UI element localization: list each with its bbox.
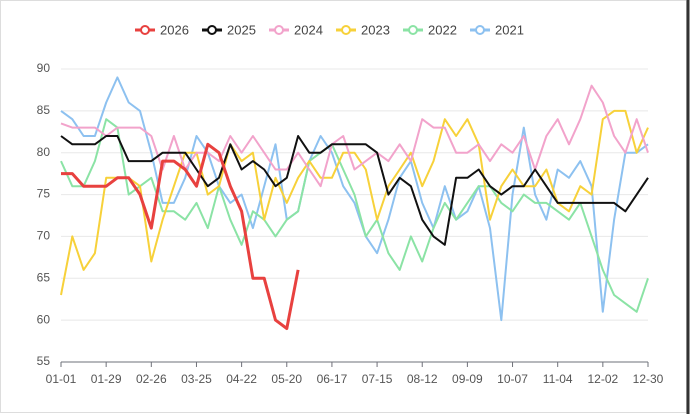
y-tick-label: 80 xyxy=(37,145,51,159)
y-tick-label: 70 xyxy=(37,229,51,243)
line-series xyxy=(60,135,649,246)
legend-label[interactable]: 2024 xyxy=(294,22,323,37)
x-tick-label: 10-07 xyxy=(497,372,528,386)
legend-marker[interactable] xyxy=(140,25,150,35)
legend-marker[interactable] xyxy=(341,25,351,35)
x-tick-label: 12-30 xyxy=(633,372,664,386)
legend-marker[interactable] xyxy=(475,25,485,35)
x-tick-label: 01-01 xyxy=(46,372,77,386)
x-tick-label: 03-25 xyxy=(181,372,212,386)
y-tick-label: 90 xyxy=(37,61,51,75)
x-tick-label: 02-26 xyxy=(136,372,167,386)
y-tick-label: 60 xyxy=(37,312,51,326)
y-tick-label: 65 xyxy=(37,270,51,284)
legend-label[interactable]: 2026 xyxy=(160,22,189,37)
y-tick-label: 85 xyxy=(37,103,51,117)
x-tick-label: 07-15 xyxy=(362,372,393,386)
line-series xyxy=(60,118,649,313)
x-tick-label: 06-17 xyxy=(317,372,348,386)
legend-label[interactable]: 2023 xyxy=(361,22,390,37)
y-tick-label: 75 xyxy=(37,187,51,201)
x-tick-label: 04-22 xyxy=(226,372,257,386)
legend-marker[interactable] xyxy=(274,25,284,35)
legend-label[interactable]: 2025 xyxy=(227,22,256,37)
legend-label[interactable]: 2022 xyxy=(428,22,457,37)
line-series xyxy=(60,109,649,296)
x-tick-label: 12-02 xyxy=(587,372,618,386)
legend-label[interactable]: 2021 xyxy=(495,22,524,37)
legend-marker[interactable] xyxy=(408,25,418,35)
x-tick-label: 09-09 xyxy=(452,372,483,386)
x-tick-label: 08-12 xyxy=(407,372,438,386)
legend-marker[interactable] xyxy=(207,25,217,35)
x-tick-label: 05-20 xyxy=(271,372,302,386)
line-series xyxy=(60,84,649,188)
x-tick-label: 01-29 xyxy=(91,372,122,386)
line-series xyxy=(61,142,300,330)
y-tick-label: 55 xyxy=(37,354,51,368)
x-tick-label: 11-04 xyxy=(543,372,573,386)
